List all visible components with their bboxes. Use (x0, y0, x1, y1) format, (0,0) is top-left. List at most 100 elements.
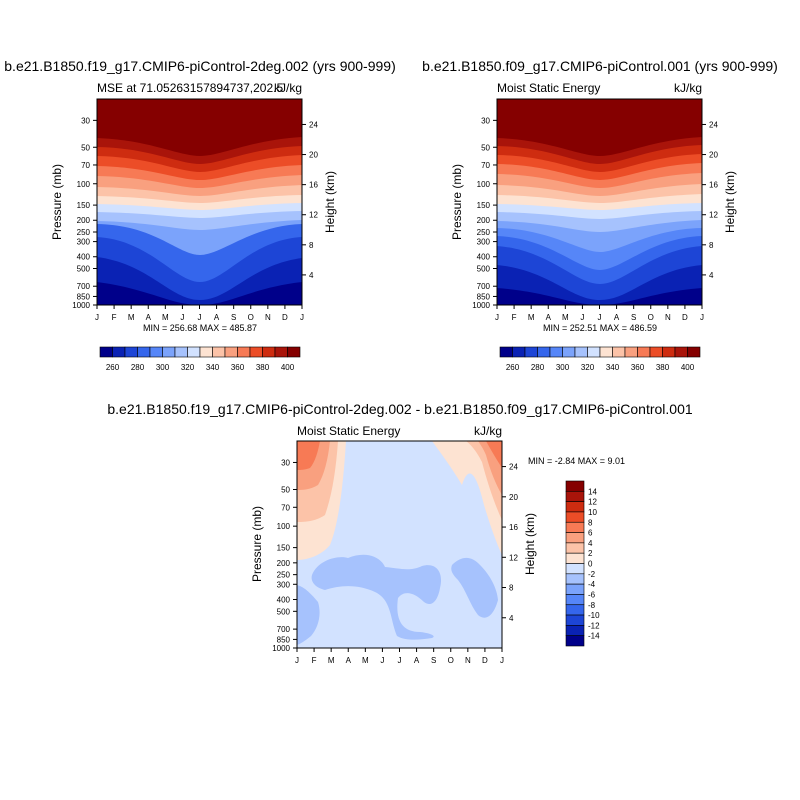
colorbar-swatch (565, 501, 585, 513)
panel-b-y2-label: Height (km) (723, 171, 737, 233)
month-tick-label: D (282, 313, 288, 322)
panel-b-minmax: MIN = 252.51 MAX = 486.59 (543, 323, 657, 333)
pressure-tick-label: 150 (277, 544, 291, 553)
pressure-tick-label: 30 (81, 116, 90, 125)
month-tick-label: M (162, 313, 169, 322)
pressure-tick-label: 200 (477, 216, 491, 225)
colorbar-label: -4 (588, 580, 596, 589)
colorbar-swatch (687, 346, 701, 358)
panel-a-minmax: MIN = 256.68 MAX = 485.87 (143, 323, 257, 333)
colorbar-swatch (565, 604, 585, 616)
pressure-tick-label: 100 (277, 522, 291, 531)
pressure-tick-label: 400 (477, 253, 491, 262)
colorbar-swatch (99, 346, 113, 358)
pressure-tick-label: 400 (277, 596, 291, 605)
colorbar-label: -8 (588, 601, 596, 610)
pressure-tick-label: 300 (477, 238, 491, 247)
month-tick-label: J (500, 656, 504, 665)
colorbar-swatch (549, 346, 563, 358)
colorbar-swatch (565, 563, 585, 575)
colorbar-swatch (262, 346, 276, 358)
colorbar-swatch (224, 346, 238, 358)
colorbar-swatch (112, 346, 126, 358)
colorbar-swatch (524, 346, 538, 358)
pressure-tick-label: 1000 (72, 301, 90, 310)
colorbar-label: -10 (588, 611, 600, 620)
colorbar-swatch (565, 635, 585, 647)
month-tick-label: A (214, 313, 220, 322)
pressure-tick-label: 150 (77, 201, 91, 210)
month-tick-label: O (248, 313, 254, 322)
pressure-tick-label: 500 (477, 265, 491, 274)
colorbar-label: 360 (631, 363, 645, 372)
colorbar-label: -6 (588, 590, 596, 599)
month-tick-label: O (648, 313, 654, 322)
month-tick-label: J (295, 656, 299, 665)
panel-b: b.e21.B1850.f09_g17.CMIP6-piControl.001 … (422, 58, 778, 333)
pressure-tick-label: 300 (77, 238, 91, 247)
pressure-tick-label: 250 (77, 228, 91, 237)
pressure-tick-label: 850 (277, 635, 291, 644)
colorbar-swatch (565, 625, 585, 636)
colorbar-swatch (662, 346, 676, 358)
height-tick-label: 20 (309, 151, 318, 160)
month-tick-label: J (398, 656, 402, 665)
height-tick-label: 12 (309, 211, 318, 220)
colorbar-swatch (149, 346, 163, 358)
colorbar-label: 400 (681, 363, 695, 372)
panel-a-left-label: MSE at 71.05263157894737,202.5 (97, 81, 283, 95)
panel-a-y2-label: Height (km) (323, 171, 337, 233)
colorbar-label: 14 (588, 487, 597, 496)
panel-a-y-label: Pressure (mb) (50, 164, 64, 240)
pressure-tick-label: 700 (77, 282, 91, 291)
panel-c-contours (297, 441, 502, 648)
month-tick-label: M (128, 313, 135, 322)
panel-c-units: kJ/kg (474, 424, 502, 438)
month-tick-label: J (700, 313, 704, 322)
height-tick-label: 8 (509, 584, 514, 593)
pressure-tick-label: 50 (281, 485, 290, 494)
colorbar-label: 340 (206, 363, 220, 372)
colorbar-label: 6 (588, 529, 593, 538)
month-tick-label: A (146, 313, 152, 322)
colorbar-swatch (565, 594, 585, 606)
colorbar-swatch (565, 532, 585, 544)
panel-a-contours (97, 99, 302, 305)
colorbar-swatch (565, 480, 585, 492)
height-tick-label: 24 (309, 120, 318, 129)
colorbar-swatch (565, 542, 585, 554)
colorbar-swatch (499, 346, 513, 358)
panel-a: b.e21.B1850.f19_g17.CMIP6-piControl-2deg… (4, 58, 395, 333)
colorbar-label: -2 (588, 570, 596, 579)
colorbar-label: 360 (231, 363, 245, 372)
colorbar-label: 400 (281, 363, 295, 372)
height-tick-label: 12 (509, 553, 518, 562)
month-tick-label: J (580, 313, 584, 322)
month-tick-label: F (112, 313, 117, 322)
colorbar-swatch (212, 346, 226, 358)
month-tick-label: J (598, 313, 602, 322)
panel-c: b.e21.B1850.f19_g17.CMIP6-piControl-2deg… (107, 401, 693, 649)
panel-b-units: kJ/kg (674, 81, 702, 95)
panel-a-units: kJ/kg (274, 81, 302, 95)
colorbar-swatch (249, 346, 263, 358)
month-tick-label: A (414, 656, 420, 665)
height-tick-label: 4 (309, 271, 314, 280)
month-tick-label: J (95, 313, 99, 322)
colorbar-swatch (199, 346, 213, 358)
pressure-tick-label: 100 (477, 180, 491, 189)
height-tick-label: 16 (709, 181, 718, 190)
month-tick-label: F (512, 313, 517, 322)
colorbar-label: 4 (588, 539, 593, 548)
panel-b-y-label: Pressure (mb) (450, 164, 464, 240)
height-tick-label: 24 (709, 120, 718, 129)
pressure-tick-label: 70 (281, 503, 290, 512)
colorbar-label: 260 (106, 363, 120, 372)
month-tick-label: D (682, 313, 688, 322)
colorbar-label: 320 (581, 363, 595, 372)
colorbar-swatch (174, 346, 188, 358)
pressure-tick-label: 850 (77, 292, 91, 301)
pressure-tick-label: 400 (77, 253, 91, 262)
pressure-tick-label: 200 (277, 559, 291, 568)
